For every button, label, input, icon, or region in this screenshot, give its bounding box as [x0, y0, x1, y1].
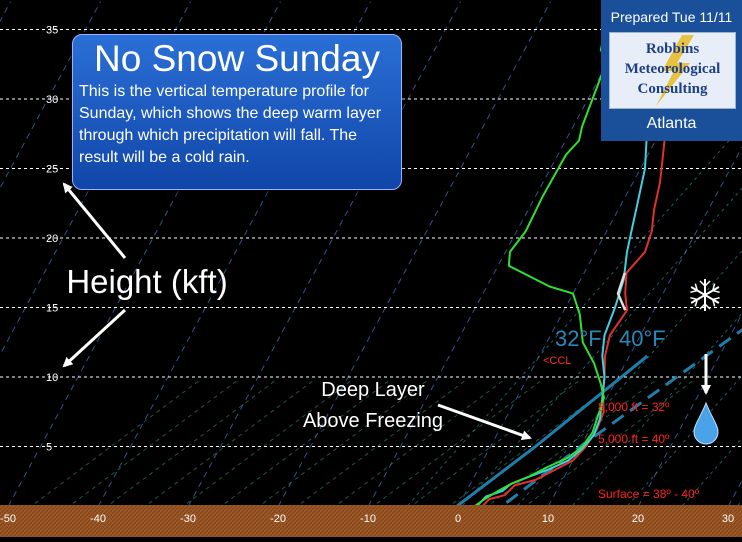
- company-name: Robbins Meteorological Consulting: [610, 39, 735, 99]
- snowflake-branch: [704, 303, 711, 310]
- y-tick-label: 25: [46, 164, 58, 176]
- annotation-label: 8,000 ft = 32º: [598, 400, 670, 414]
- city-label: Atlanta: [646, 115, 697, 132]
- snowflake-branch: [690, 289, 698, 294]
- weather-icons: [690, 279, 720, 445]
- profile-line-3: [469, 1, 618, 510]
- annotations: <CCL 8,000 ft = 32º 5,000 ft = 40º Surface …: [62, 182, 711, 501]
- raindrop-icon: [693, 401, 719, 445]
- forty-degree-line: [488, 328, 742, 518]
- arrow-icon: [62, 182, 127, 259]
- isotherm-line: [182, 1, 461, 517]
- lightning-bolt-icon: [656, 35, 694, 106]
- x-tick-label: -50: [0, 513, 16, 525]
- isotherm-line: [0, 1, 101, 190]
- company-logo: Robbins Meteorological Consulting: [609, 32, 736, 109]
- x-tick-label: -40: [90, 513, 106, 525]
- x-tick-label: 20: [632, 513, 644, 525]
- callout-title: No Snow Sunday: [94, 38, 380, 79]
- profile-line-4: [616, 272, 627, 311]
- reference-label-32: 32°F: [555, 326, 602, 351]
- snowflake-branch: [694, 299, 698, 307]
- annotation-label: Height (kft): [66, 263, 227, 300]
- reference-label-40: 40°F: [619, 326, 666, 351]
- annotation-label: <CCL: [543, 355, 571, 367]
- adiabat-line: [434, 187, 742, 538]
- prepared-date: Prepared Tue 11/11: [610, 9, 733, 25]
- adiabat-line: [599, 374, 742, 538]
- annotation-label: Surface = 38º - 40º: [598, 487, 700, 501]
- arrow-icon: [437, 403, 532, 441]
- freezing-reference-lines: [443, 328, 742, 518]
- callout-box: No Snow Sunday This is the vertical temp…: [72, 34, 402, 190]
- brand-panel: Prepared Tue 11/11 Robbins Meteorologica…: [601, 0, 742, 141]
- snowflake-branch: [704, 280, 711, 287]
- annotation-label: Deep Layer: [321, 379, 425, 401]
- x-tick-label: 0: [455, 513, 461, 525]
- x-tick-label: -30: [180, 513, 196, 525]
- adiabat-line: [544, 312, 742, 538]
- company-line-2: Meteorological: [624, 61, 721, 77]
- x-axis-ticks: -50 -40 -30 -20 -10 0 10 20 30: [0, 513, 734, 525]
- freezing-line: [443, 354, 649, 518]
- callout-body: This is the vertical temperature profile…: [79, 83, 382, 166]
- adiabat-line: [654, 437, 742, 538]
- annotation-label: 5,000 ft = 40º: [598, 432, 670, 446]
- isotherm-line: [272, 1, 551, 517]
- company-line-1: Robbins: [645, 41, 700, 57]
- x-tick-label: 30: [722, 513, 734, 525]
- adiabat-line: [379, 125, 742, 538]
- snowflake-branch: [712, 283, 716, 291]
- snowflake-arm: [690, 283, 720, 307]
- isotherm-line: [0, 1, 11, 23]
- y-tick-label: 20: [46, 233, 58, 245]
- snowflake-stroke: [690, 286, 720, 304]
- arrow-icon: [62, 308, 127, 368]
- snowflake-branch: [694, 283, 698, 291]
- y-tick-label: 10: [46, 372, 58, 384]
- profile-line-1: [477, 1, 666, 512]
- y-tick-label: 15: [46, 303, 58, 315]
- annotation-label: Above Freezing: [303, 410, 443, 432]
- x-tick-label: 10: [542, 513, 554, 525]
- snowflake-branch: [699, 303, 706, 310]
- ground-strip: [0, 505, 742, 537]
- company-line-3: Consulting: [637, 81, 708, 97]
- y-tick-label: 5: [46, 442, 52, 454]
- x-tick-label: -20: [270, 513, 286, 525]
- snowflake-branch: [712, 296, 720, 301]
- y-tick-label: 35: [46, 25, 58, 37]
- snowflake-branch: [690, 296, 698, 301]
- snowflake-branch: [699, 280, 706, 287]
- isotherm-line: [362, 1, 641, 517]
- snowflake-branch: [712, 289, 720, 294]
- snowflake-branch: [712, 299, 716, 307]
- y-tick-label: 30: [46, 94, 58, 106]
- y-axis-ticks: 5 10 15 20 25 30 35: [46, 25, 58, 454]
- snowflake-icon: [690, 279, 720, 311]
- x-tick-label: -10: [360, 513, 376, 525]
